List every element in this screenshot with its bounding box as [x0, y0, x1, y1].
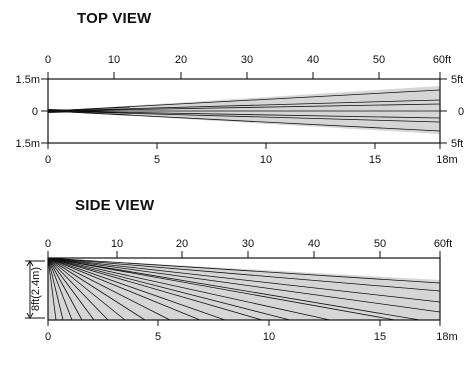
side-meter-tick-10: 10: [263, 331, 275, 343]
side-meter-tick-15: 15: [374, 331, 386, 343]
top-view: 0 10 20 30 40 50 60ft 0 5 10 15 18m: [16, 54, 465, 166]
top-view-right-tick-marks: [440, 78, 447, 144]
top-meter-tick-18: 18m: [436, 154, 457, 166]
side-feet-tick-10: 10: [111, 238, 123, 250]
top-feet-tick-10: 10: [108, 54, 120, 66]
top-meter-tick-15: 15: [369, 154, 381, 166]
top-feet-tick-60: 60ft: [433, 54, 451, 66]
top-left-label-center: 0: [32, 106, 38, 118]
side-feet-tick-20: 20: [176, 238, 188, 250]
top-feet-tick-0: 0: [45, 54, 51, 66]
side-meter-tick-0: 0: [45, 331, 51, 343]
top-feet-tick-40: 40: [307, 54, 319, 66]
side-meter-tick-5: 5: [155, 331, 161, 343]
side-view-feet-tick-marks: [47, 251, 441, 258]
side-feet-tick-60: 60ft: [434, 238, 452, 250]
top-view-sensor-wedge: [48, 109, 110, 113]
top-left-label-upper: 1.5m: [16, 74, 40, 86]
top-right-label-lower: 5ft: [451, 138, 463, 150]
top-view-coverage-fill: [48, 86, 440, 134]
side-view-meter-tick-marks: [47, 320, 441, 326]
top-right-label-upper: 5ft: [451, 74, 463, 86]
side-view-coverage-fill: [48, 258, 440, 320]
top-view-title: TOP VIEW: [77, 10, 152, 27]
side-feet-tick-30: 30: [242, 238, 254, 250]
side-feet-tick-40: 40: [308, 238, 320, 250]
top-view-feet-tick-marks: [47, 72, 441, 79]
top-feet-tick-20: 20: [175, 54, 187, 66]
top-meter-tick-0: 0: [45, 154, 51, 166]
top-view-meter-tick-marks: [47, 143, 441, 149]
height-dimension-marker: [25, 260, 45, 319]
side-meter-tick-18: 18m: [436, 331, 457, 343]
height-dimension-label: 8ft(2.4m): [30, 267, 42, 311]
side-view: 0 10 20 30 40 50 60ft 0 5 10 15 18m: [25, 238, 458, 343]
side-view-zone-lines: [47, 257, 441, 321]
side-feet-tick-0: 0: [45, 238, 51, 250]
side-view-title: SIDE VIEW: [75, 197, 155, 214]
top-meter-tick-10: 10: [260, 154, 272, 166]
top-feet-tick-30: 30: [241, 54, 253, 66]
top-meter-tick-5: 5: [154, 154, 160, 166]
top-feet-tick-50: 50: [373, 54, 385, 66]
top-view-left-tick-marks: [41, 78, 48, 144]
side-view-frame: [47, 257, 441, 321]
top-right-label-center: 0: [458, 106, 464, 118]
side-feet-tick-50: 50: [374, 238, 386, 250]
top-left-label-lower: 1.5m: [16, 138, 40, 150]
